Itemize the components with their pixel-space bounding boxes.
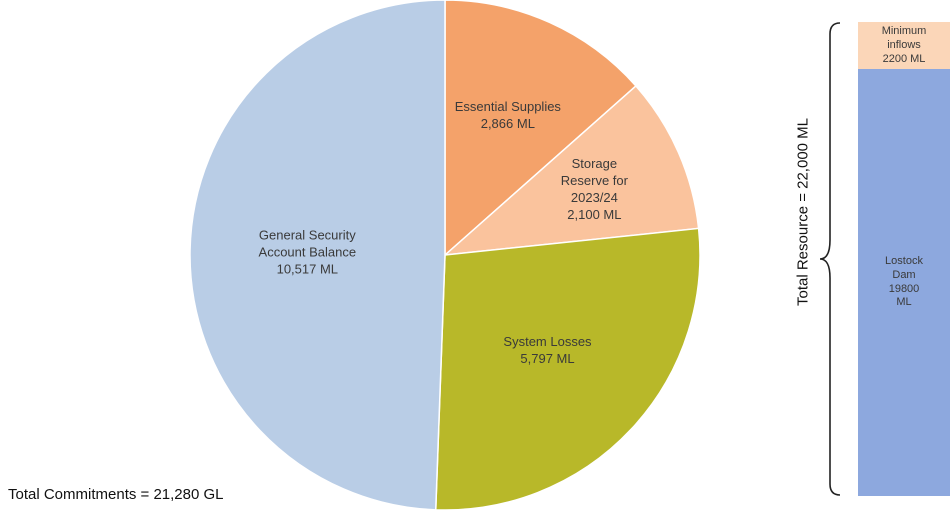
pie-slice-2 bbox=[434, 227, 701, 511]
lostock-dam-value: 19800 bbox=[888, 282, 920, 295]
total-resource-stacked-bar: Minimum inflows 2200 ML Lostock Dam 1980… bbox=[858, 22, 950, 496]
pie-slice-3 bbox=[189, 0, 446, 511]
pie-slice-label-2: System Losses 5,797 ML bbox=[503, 334, 592, 366]
lostock-dam-unit: ML bbox=[896, 296, 912, 309]
minimum-inflows-label-line-2: inflows bbox=[887, 38, 921, 51]
resource-brace bbox=[819, 22, 841, 496]
pie-slice-label-1: Storage Reserve for 2023/24 2,100 ML bbox=[561, 156, 629, 222]
pie-slice-1 bbox=[442, 84, 700, 256]
lostock-dam-label-line-1: Lostock bbox=[885, 255, 923, 268]
commitments-pie-chart: Essential Supplies 2,866 ML Storage Reserve… bbox=[189, 0, 701, 511]
total-commitments-label: Total Commitments = 21,280 GL bbox=[8, 486, 224, 503]
lostock-dam-segment: Lostock Dam 19800 ML bbox=[858, 69, 950, 496]
lostock-dam-label-line-2: Dam bbox=[892, 268, 916, 281]
minimum-inflows-label-line-1: Minimum bbox=[881, 25, 927, 38]
minimum-inflows-segment: Minimum inflows 2200 ML bbox=[858, 22, 950, 70]
minimum-inflows-value: 2200 ML bbox=[882, 52, 926, 65]
pie-slice-label-0: Essential Supplies 2,866 ML bbox=[455, 99, 562, 131]
total-resource-label: Total Resource = 22,000 ML bbox=[794, 117, 812, 307]
pie-slice-0 bbox=[444, 0, 637, 257]
pie-slice-label-3: General Security Account Balance 10,517 ML bbox=[259, 227, 357, 276]
